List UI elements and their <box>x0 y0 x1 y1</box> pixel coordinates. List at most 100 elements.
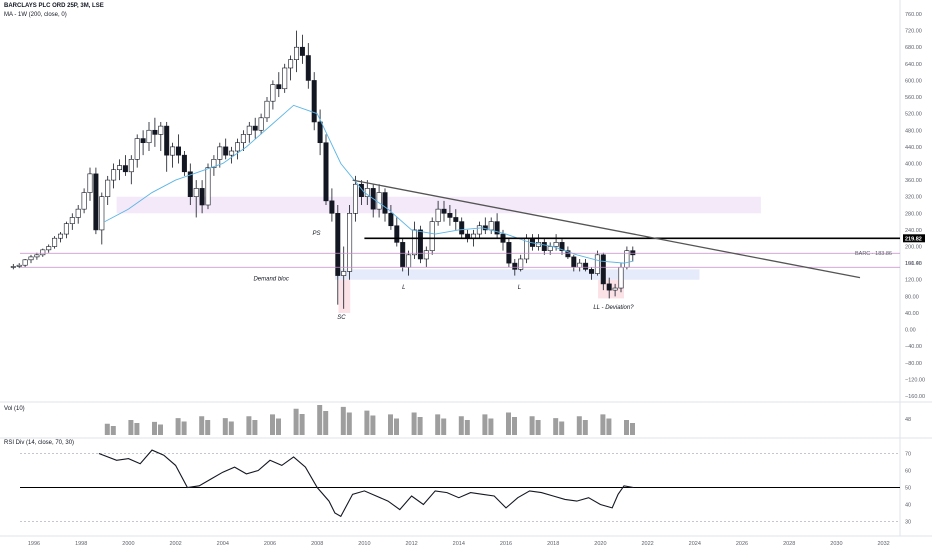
volume-bar <box>228 421 234 435</box>
candle-body <box>152 129 158 135</box>
volume-bar <box>559 421 565 435</box>
candle-body <box>559 242 565 251</box>
price-tick-label: 320.00 <box>905 195 922 201</box>
time-tick-label: 2014 <box>453 541 465 547</box>
candle-body <box>246 125 252 135</box>
last-price-tag <box>903 234 925 243</box>
volume-indicator-label[interactable]: Vol (10) <box>4 406 25 412</box>
price-tick-label: 600.00 <box>905 78 922 84</box>
candle-body <box>117 165 123 171</box>
candle-body <box>111 169 117 181</box>
time-tick-label: 2030 <box>830 541 842 547</box>
candle-body <box>488 221 494 231</box>
candle-body <box>341 271 347 276</box>
volume-bar <box>246 416 252 435</box>
annotation-label: SC <box>337 315 346 321</box>
candle-body <box>10 266 16 268</box>
last-price-label: 219.82 <box>905 236 922 242</box>
candle-body <box>476 225 482 235</box>
candle-body <box>176 146 182 156</box>
price-tick-label: 0.00 <box>905 328 916 334</box>
rsi-tick-label: 30 <box>905 520 911 526</box>
candle-body <box>164 125 170 156</box>
volume-bar <box>394 418 399 435</box>
candle-body <box>258 117 264 131</box>
candle-body <box>264 100 270 119</box>
volume-bar <box>606 418 612 435</box>
time-tick-label: 2028 <box>783 541 795 547</box>
candle-body <box>588 269 594 274</box>
volume-bar <box>181 421 187 435</box>
candle-body <box>122 165 128 173</box>
candle-body <box>317 121 323 144</box>
candle-body <box>282 67 288 90</box>
candle-body <box>541 242 547 251</box>
volume-bar <box>128 420 134 435</box>
volume-pane: 48 <box>104 405 911 435</box>
volume-bar <box>553 418 559 435</box>
time-tick-label: 2000 <box>122 541 134 547</box>
chart-title: BARCLAYS PLC ORD 25P, 3M, LSE <box>4 3 104 9</box>
candle-body <box>105 179 111 197</box>
candle-body <box>63 223 69 235</box>
candle-body <box>518 258 524 270</box>
candle-body <box>16 264 22 267</box>
candle-body <box>347 213 353 272</box>
time-tick-label: 2018 <box>547 541 559 547</box>
volume-bar <box>535 420 541 435</box>
price-tick-label: 160.00 <box>905 261 922 267</box>
price-tick-label: 440.00 <box>905 145 922 151</box>
price-tick-label: 360.00 <box>905 178 922 184</box>
volume-bar <box>199 416 205 435</box>
volume-bar <box>482 414 488 435</box>
candle-body <box>411 229 417 256</box>
candle-body <box>512 262 518 270</box>
price-axis: 760.00 720.00 680.00 640.00 600.00 560.00 520.… <box>855 12 925 400</box>
candle-body <box>146 129 152 144</box>
volume-bar <box>441 418 447 435</box>
candle-body <box>276 84 282 90</box>
rsi-pane: 70 60 50 40 30 <box>20 449 911 526</box>
price-tick-label: 480.00 <box>905 128 922 134</box>
candle-body <box>335 213 341 276</box>
price-tick-label: 760.00 <box>905 12 922 18</box>
candle-body <box>128 159 134 173</box>
volume-bar <box>299 414 305 435</box>
volume-bar <box>364 410 370 435</box>
rsi-tick-label: 60 <box>905 469 911 475</box>
time-tick-label: 2012 <box>405 541 417 547</box>
candle-body <box>229 150 235 156</box>
price-tick-label: 520.00 <box>905 112 922 118</box>
volume-bar <box>488 418 494 435</box>
candle-body <box>293 46 299 60</box>
ma-indicator-label[interactable]: MA - 1W (200, close, 0) <box>4 12 67 18</box>
time-tick-label: 2026 <box>736 541 748 547</box>
price-tick-label: 200.00 <box>905 245 922 251</box>
price-tick-label: 680.00 <box>905 45 922 51</box>
candle-body <box>181 154 187 173</box>
candle-body <box>28 256 34 261</box>
candle-body <box>235 142 241 152</box>
rsi-indicator-label[interactable]: RSI Div (14, close, 70, 30) <box>4 440 75 446</box>
candles-layer <box>10 30 636 309</box>
rsi-tick-label: 50 <box>905 486 911 492</box>
candle-body <box>46 246 52 251</box>
candle-body <box>211 159 217 168</box>
time-tick-label: 2016 <box>500 541 512 547</box>
candle-body <box>406 254 412 268</box>
time-tick-label: 2024 <box>689 541 701 547</box>
moving-average-line <box>104 104 634 264</box>
volume-bar <box>417 417 423 435</box>
candle-body <box>299 46 305 56</box>
candle-body <box>612 287 618 291</box>
zone-box <box>116 196 761 214</box>
volume-tick-label: 48 <box>905 417 911 423</box>
price-tick-label: −160.00 <box>905 394 925 400</box>
annotation-label: LL - Deviation? <box>593 305 634 311</box>
candle-body <box>87 173 93 193</box>
zones-layer <box>116 196 761 313</box>
candle-body <box>453 217 459 222</box>
volume-bar <box>370 415 376 435</box>
candle-body <box>99 196 105 231</box>
